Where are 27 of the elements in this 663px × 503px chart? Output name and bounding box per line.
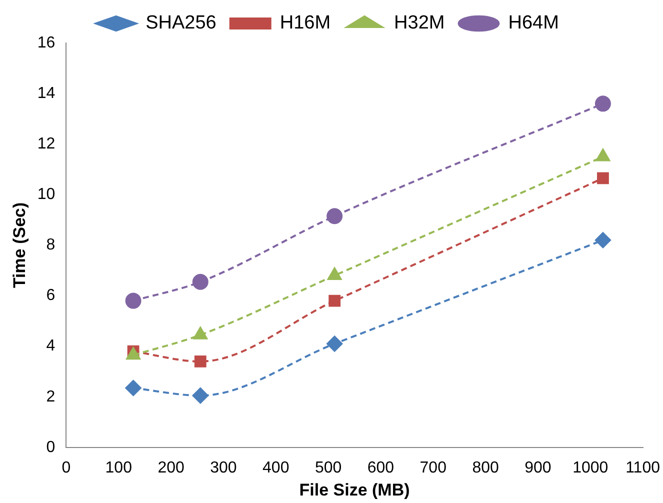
y-axis-title: Time (Sec) <box>10 202 29 288</box>
y-tick-label: 6 <box>46 287 56 304</box>
x-axis-title: File Size (MB) <box>299 480 410 500</box>
y-tick-label: 14 <box>37 84 56 102</box>
x-tick-label: 1000 <box>572 459 608 476</box>
x-tick-label: 600 <box>367 459 394 476</box>
y-tick-label: 0 <box>46 438 56 456</box>
legend-label: H64M <box>508 12 559 34</box>
x-tick-label: 0 <box>62 459 71 476</box>
legend-label: SHA256 <box>146 12 216 34</box>
y-tick-label: 2 <box>46 388 56 406</box>
legend-label: H16M <box>280 12 331 34</box>
legend-label: H32M <box>394 12 445 34</box>
x-tick-label: 1100 <box>626 459 660 476</box>
x-tick-label: 300 <box>210 459 237 476</box>
y-tick-label: 10 <box>37 186 56 204</box>
y-tick-label: 8 <box>46 236 56 254</box>
y-tick-label: 4 <box>46 338 56 355</box>
x-tick-label: 900 <box>524 459 552 476</box>
y-tick-label: 12 <box>37 136 56 153</box>
x-tick-label: 500 <box>314 459 342 476</box>
x-tick-label: 700 <box>420 459 447 476</box>
x-tick-label: 400 <box>262 459 290 476</box>
y-tick-label: 16 <box>37 34 56 52</box>
x-tick-label: 200 <box>158 459 184 476</box>
x-tick-label: 800 <box>472 459 499 476</box>
x-tick-label: 100 <box>105 459 132 476</box>
